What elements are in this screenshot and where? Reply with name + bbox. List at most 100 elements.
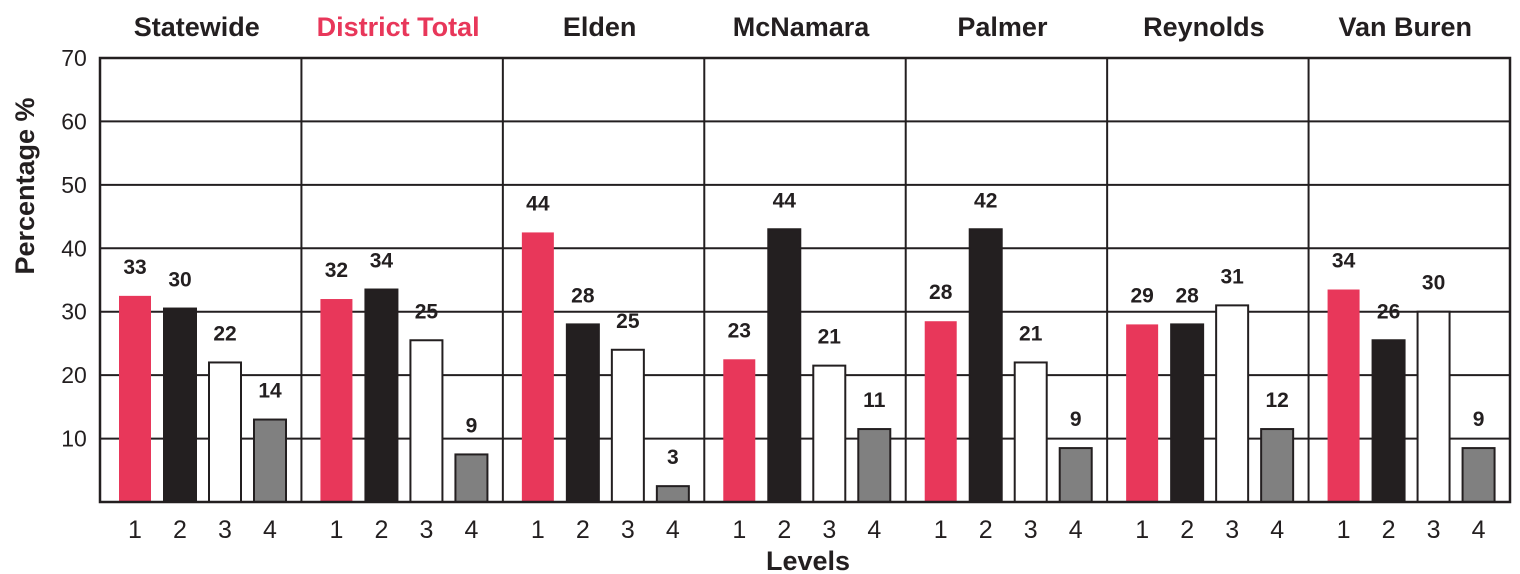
value-label: 42 [974,189,997,212]
value-label: 21 [1019,322,1043,345]
x-tick-label: 4 [263,516,277,544]
value-label: 32 [325,259,348,282]
group-title-elden: Elden [563,12,637,42]
x-tick-label: 1 [1337,516,1351,544]
x-tick-label: 2 [1382,516,1396,544]
bar-van-buren-level-2 [1371,339,1406,503]
group-title-reynolds: Reynolds [1143,12,1265,42]
x-tick-label: 1 [732,516,746,544]
x-tick-label: 3 [419,516,433,544]
bar-reynolds-level-2 [1170,323,1205,503]
y-tick-label: 70 [61,45,87,71]
bar-elden-level-3 [610,348,645,503]
bar-palmer-level-4 [1058,447,1093,504]
x-tick-label: 3 [1427,516,1441,544]
x-tick-label: 3 [822,516,836,544]
value-label: 34 [1332,250,1356,273]
y-axis-ticks: 10 20 30 40 50 60 70 [61,45,87,452]
value-label: 9 [466,414,478,437]
bar-reynolds-level-1 [1126,324,1159,502]
value-label: 30 [168,269,191,292]
bar-statewide-level-3 [208,361,242,504]
bar-elden-level-4 [655,485,690,503]
y-tick-label: 60 [61,108,87,134]
y-tick-label: 30 [61,299,87,325]
bar-palmer-level-1 [924,321,957,502]
x-tick-label: 2 [374,516,388,544]
value-label: 33 [123,256,146,279]
value-label: 25 [616,310,640,333]
x-tick-label: 2 [1180,516,1194,544]
bar-palmer-level-2 [968,228,1003,503]
y-tick-label: 20 [61,362,87,388]
x-tick-label: 4 [1069,516,1083,544]
x-tick-label: 1 [329,516,343,544]
value-label: 11 [863,389,886,412]
y-tick-label: 40 [61,235,87,261]
value-label: 22 [213,322,236,345]
group-title-mcnamara: McNamara [733,12,871,42]
x-tick-label: 2 [173,516,187,544]
bar-palmer-level-3 [1013,361,1048,504]
bar-elden-level-1 [521,232,554,502]
x-tick-label: 3 [621,516,635,544]
value-label: 3 [667,446,679,469]
value-label: 26 [1377,300,1400,323]
bar-mcnamara-level-4 [857,428,892,503]
bar-mcnamara-level-1 [723,359,756,502]
x-tick-label: 4 [666,516,680,544]
bar-reynolds-level-4 [1260,428,1295,503]
bar-statewide-level-4 [253,418,287,503]
value-label: 30 [1422,272,1445,295]
bar-district-total-level-1 [320,299,353,502]
value-label: 23 [728,319,751,342]
group-title-palmer: Palmer [957,12,1048,42]
plot-border [98,56,1512,504]
x-tick-label: 1 [1135,516,1149,544]
value-label: 44 [773,189,797,212]
value-label: 34 [370,250,394,273]
bar-van-buren-level-3 [1416,310,1451,504]
bar-van-buren-level-4 [1461,447,1496,504]
value-label: 28 [571,284,595,307]
value-label: 28 [929,281,953,304]
x-tick-label: 3 [1024,516,1038,544]
bar-statewide-level-2 [163,307,197,503]
group-title-statewide: Statewide [134,12,260,42]
group-title-district-total: District Total [317,12,480,42]
value-labels: 33 30 22 14 32 34 25 9 44 28 25 3 23 44 21 11 28 42 21 9 29 2… [123,189,1484,469]
group-title-van-buren: Van Buren [1339,12,1473,42]
x-tick-label: 2 [979,516,993,544]
bar-reynolds-level-3 [1215,304,1250,503]
x-tick-label: 4 [867,516,881,544]
group-titles: Statewide District Total Elden McNamara Palm… [134,12,1472,42]
bar-district-total-level-3 [409,339,444,503]
value-label: 31 [1220,265,1244,288]
x-tick-label: 1 [531,516,545,544]
y-tick-label: 10 [61,426,87,452]
value-label: 28 [1175,284,1199,307]
value-label: 14 [258,380,282,403]
x-tick-label: 4 [1472,516,1486,544]
bar-elden-level-2 [565,323,600,503]
plot-frame [98,56,1512,504]
value-label: 29 [1130,284,1153,307]
x-tick-label: 2 [576,516,590,544]
value-label: 12 [1265,389,1288,412]
y-axis-title: Percentage % [10,97,40,274]
bar-mcnamara-level-2 [767,228,802,503]
x-tick-label: 4 [464,516,478,544]
y-tick-label: 50 [61,172,87,198]
x-axis-ticks: 1 2 3 4 1 2 3 4 1 2 3 4 1 2 3 4 1 2 3 4 1 2 3 4 1 2 3 4 [128,516,1486,544]
value-label: 21 [818,326,842,349]
x-tick-label: 2 [777,516,791,544]
bar-district-total-level-4 [454,453,489,503]
bar-district-total-level-2 [364,288,399,503]
bar-mcnamara-level-3 [812,364,847,503]
x-tick-label: 4 [1270,516,1284,544]
bar-van-buren-level-1 [1327,289,1360,502]
value-label: 9 [1473,408,1485,431]
x-tick-label: 1 [934,516,948,544]
value-label: 25 [415,300,439,323]
